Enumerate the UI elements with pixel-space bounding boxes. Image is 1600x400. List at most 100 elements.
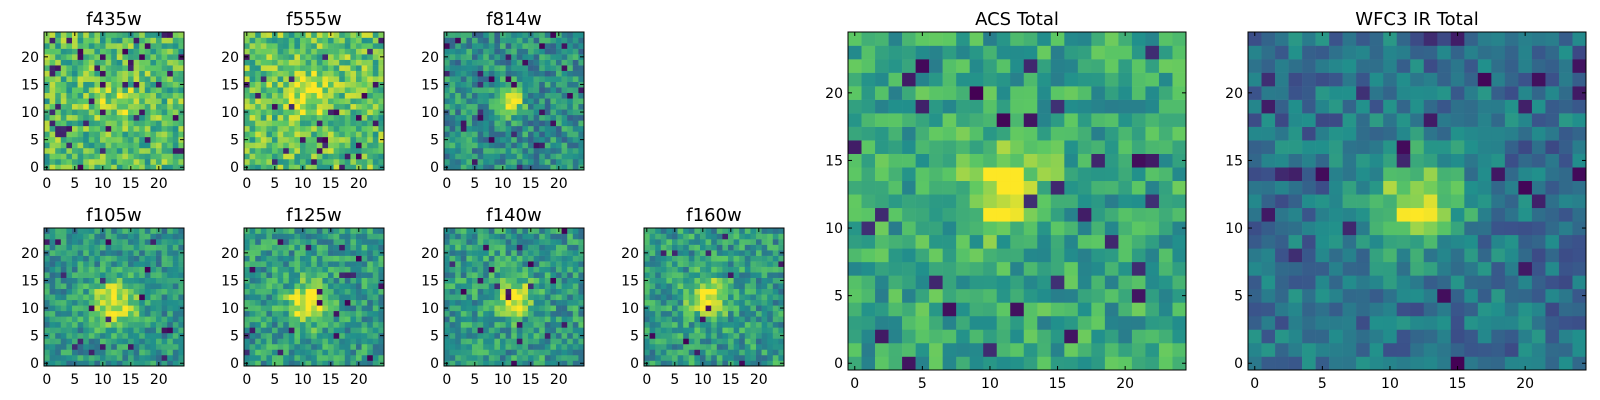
heatmap-cell — [516, 87, 523, 94]
heatmap-cell — [361, 131, 368, 138]
heatmap-cell — [49, 277, 56, 284]
heatmap-cell — [44, 147, 50, 154]
heatmap-cell — [144, 136, 151, 143]
heatmap-cell — [556, 120, 562, 127]
heatmap-cell — [356, 76, 362, 82]
heatmap-cell — [55, 360, 62, 367]
y-tick-label: 0 — [430, 356, 439, 372]
heatmap-cell — [466, 109, 473, 116]
heatmap-cell — [339, 109, 346, 116]
heatmap-cell — [260, 338, 267, 345]
heatmap-cell — [449, 158, 456, 165]
heatmap-cell — [66, 76, 73, 82]
heatmap-cell — [649, 299, 656, 306]
heatmap-cell — [522, 76, 529, 82]
heatmap-cell — [300, 92, 306, 99]
heatmap-cell — [122, 255, 129, 262]
heatmap-cell — [672, 288, 678, 295]
heatmap-cell — [522, 142, 529, 149]
heatmap-cell — [328, 239, 334, 245]
heatmap-cell — [711, 277, 718, 284]
heatmap-cell — [272, 343, 278, 350]
heatmap-cell — [339, 316, 346, 323]
heatmap-cell — [677, 255, 684, 262]
heatmap-cell — [88, 131, 95, 138]
heatmap-cell — [333, 327, 340, 334]
heatmap-cell — [300, 310, 306, 317]
heatmap-cell — [122, 65, 129, 71]
heatmap-cell — [750, 233, 757, 240]
heatmap-cell — [294, 310, 301, 317]
heatmap-cell — [528, 255, 534, 262]
heatmap-cell — [767, 244, 774, 251]
heatmap-cell — [144, 87, 151, 94]
heatmap-cell — [111, 288, 118, 295]
x-tick-label: 20 — [550, 176, 568, 192]
heatmap-cell — [122, 294, 129, 301]
heatmap-cell — [1064, 342, 1079, 357]
heatmap-cell — [49, 266, 56, 273]
heatmap-cell — [72, 103, 78, 110]
heatmap-cell — [688, 228, 695, 234]
axes-frame — [43, 227, 185, 367]
heatmap-cell — [700, 294, 706, 301]
heatmap-cell — [500, 158, 506, 165]
heatmap-cell — [144, 261, 151, 267]
heatmap-cell — [44, 266, 50, 273]
heatmap-cell — [277, 70, 284, 77]
heatmap-cell — [367, 277, 374, 284]
heatmap-cell — [875, 153, 889, 168]
heatmap-cell — [66, 114, 73, 121]
heatmap-cell — [744, 321, 751, 328]
heatmap-cell — [556, 59, 562, 66]
heatmap-cell — [88, 343, 95, 350]
heatmap-cell — [105, 87, 112, 94]
heatmap-cell — [511, 305, 518, 312]
heatmap-cell — [316, 114, 323, 121]
heatmap-cell — [1037, 180, 1052, 195]
heatmap-cell — [294, 98, 301, 105]
heatmap-cell — [875, 234, 889, 249]
heatmap-cell — [139, 343, 146, 350]
heatmap-cell — [128, 43, 134, 49]
heatmap-cell — [300, 272, 306, 278]
heatmap-cell — [55, 266, 62, 273]
heatmap-cell — [483, 360, 490, 367]
heatmap-cell — [105, 239, 112, 245]
heatmap-cell — [572, 59, 579, 66]
heatmap-cell — [367, 109, 374, 116]
heatmap-cell — [60, 87, 67, 94]
heatmap-cell — [361, 65, 368, 71]
heatmap-cell — [561, 48, 568, 55]
x-tick-label: 15 — [722, 372, 740, 388]
heatmap-cell — [44, 70, 50, 77]
heatmap-cell — [100, 158, 106, 165]
heatmap-cell — [311, 277, 318, 284]
heatmap-cell — [1023, 356, 1038, 371]
heatmap-cell — [705, 321, 712, 328]
heatmap-cell — [483, 70, 490, 77]
heatmap-cell — [244, 321, 250, 328]
heatmap-cell — [55, 76, 62, 82]
heatmap-cell — [539, 131, 546, 138]
heatmap-cell — [100, 283, 106, 290]
heatmap-cell — [449, 142, 456, 149]
heatmap-cell — [333, 158, 340, 165]
heatmap-cell — [305, 261, 312, 267]
heatmap-cell — [500, 125, 506, 132]
heatmap-cell — [277, 321, 284, 328]
heatmap-cell — [683, 261, 690, 267]
heatmap-cell — [528, 48, 534, 55]
heatmap-cell — [178, 228, 185, 234]
heatmap-cells — [444, 228, 585, 367]
heatmap-cell — [72, 255, 78, 262]
heatmap-cell — [455, 109, 462, 116]
heatmap-cell — [88, 349, 95, 356]
heatmap-cell — [116, 142, 123, 149]
heatmap-cell — [333, 32, 340, 38]
heatmap-cell — [477, 65, 484, 71]
heatmap-cell — [122, 109, 129, 116]
heatmap-cell — [561, 327, 568, 334]
heatmap-cell — [372, 299, 379, 306]
heatmap-cell — [255, 120, 262, 127]
